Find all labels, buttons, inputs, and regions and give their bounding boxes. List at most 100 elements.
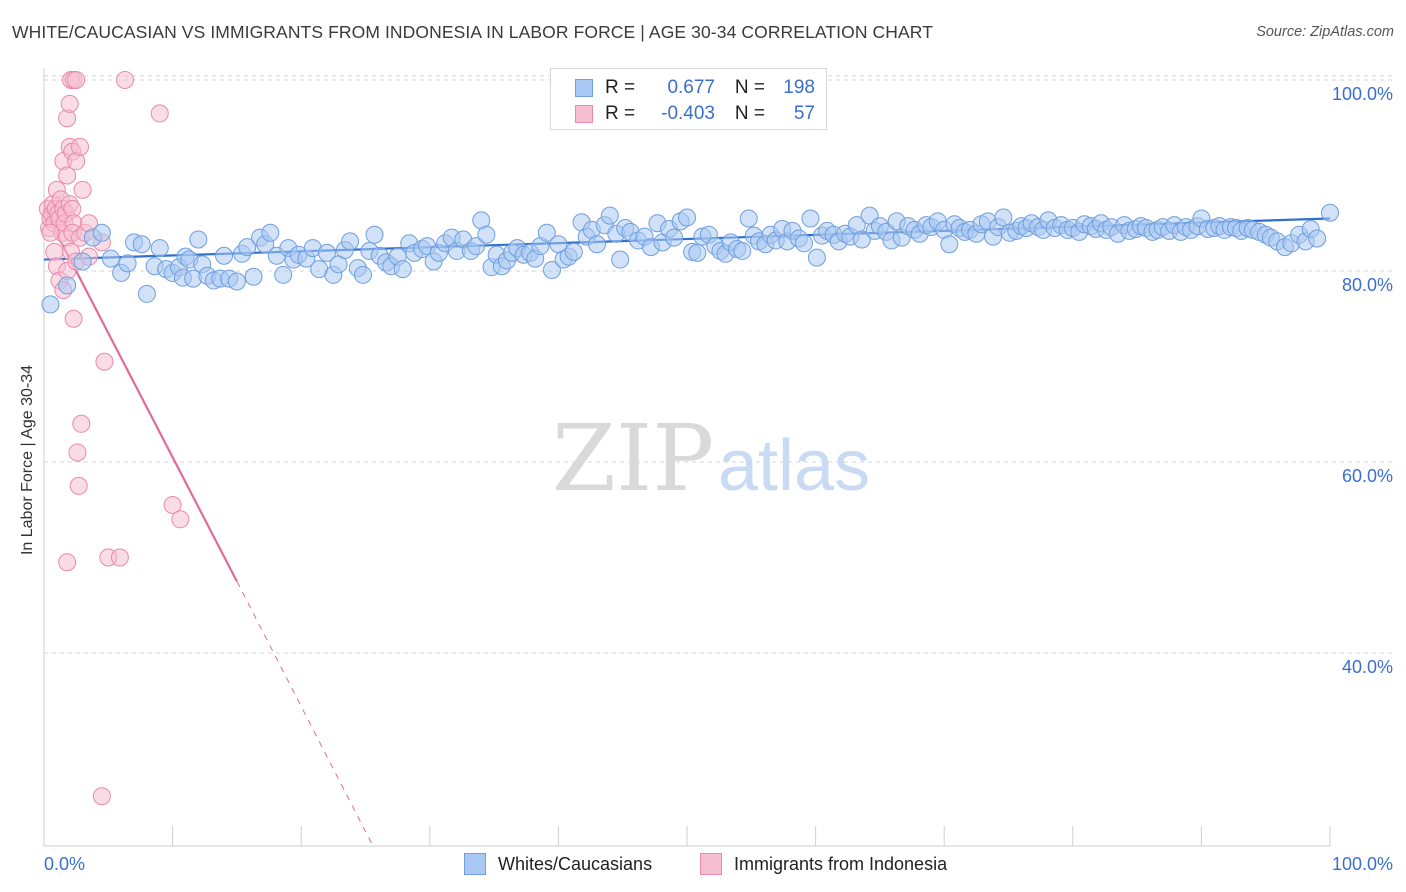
point-indonesia [116, 71, 135, 89]
legend-n-label: N = [734, 103, 765, 124]
y-tick-label: 60.0% [1342, 466, 1393, 486]
point-whites [353, 265, 372, 284]
point-whites [940, 235, 959, 254]
point-whites [665, 228, 684, 247]
point-whites [795, 234, 814, 253]
y-axis-title: In Labor Force | Age 30-34 [19, 364, 36, 556]
point-whites [365, 225, 384, 244]
point-whites [739, 209, 758, 228]
point-whites [227, 272, 246, 291]
point-whites [678, 208, 696, 227]
point-whites [564, 242, 583, 261]
point-whites [274, 265, 293, 284]
point-whites [92, 223, 111, 242]
watermark-zip: ZIP [552, 405, 714, 512]
y-tick-label: 80.0% [1342, 275, 1393, 295]
point-whites [537, 223, 556, 242]
point-whites [244, 267, 263, 286]
point-indonesia [72, 414, 91, 433]
point-whites [733, 241, 752, 260]
point-indonesia [58, 553, 77, 572]
point-whites [600, 206, 619, 225]
source-label: Source: ZipAtlas.com [1256, 24, 1394, 40]
point-whites [101, 249, 120, 268]
point-whites [994, 208, 1013, 227]
point-whites [688, 243, 707, 262]
bottom-legend-whites: Whites/Caucasians [464, 852, 652, 876]
bottom-legend-swatch-pink [700, 853, 722, 875]
point-whites [238, 238, 257, 257]
legend-n-label: N = [734, 77, 765, 98]
point-whites [58, 276, 77, 295]
series-immigrants-indonesia [38, 71, 190, 806]
point-indonesia [64, 309, 83, 328]
point-whites [118, 254, 137, 273]
correlation-legend: R = 0.677 N = 198 R = -0.403 N = 57 [550, 68, 827, 130]
point-whites [807, 248, 826, 267]
trend-layer [43, 208, 1331, 845]
point-whites [41, 295, 60, 314]
legend-r-value: 0.677 [667, 77, 715, 98]
chart-title: WHITE/CAUCASIAN VS IMMIGRANTS FROM INDON… [12, 22, 933, 42]
bottom-legend-indonesia: Immigrants from Indonesia [700, 852, 947, 876]
point-indonesia [71, 137, 90, 156]
tick-label-layer: 100.0% 80.0% 60.0% 40.0% 0.0% 100.0% [44, 84, 1393, 874]
point-indonesia [92, 787, 111, 806]
legend-swatch-pink [575, 105, 593, 123]
point-whites [73, 252, 92, 271]
watermark: ZIP atlas [552, 405, 870, 512]
x-tick-label-max: 100.0% [1332, 854, 1393, 874]
legend-r-label: R = [605, 103, 636, 124]
bottom-legend-swatch-blue [464, 853, 486, 875]
legend-r-label: R = [605, 77, 636, 98]
point-whites [1308, 229, 1327, 248]
point-indonesia [171, 510, 190, 529]
point-whites [587, 235, 606, 254]
bottom-legend-label-whites: Whites/Caucasians [498, 853, 653, 874]
trend-line-indonesia-extrapolated [236, 581, 373, 845]
point-whites [317, 243, 336, 262]
point-indonesia [150, 104, 169, 123]
point-whites [801, 209, 820, 228]
watermark-atlas: atlas [718, 426, 870, 506]
point-whites [1321, 203, 1339, 222]
point-whites [341, 232, 360, 251]
point-whites [393, 260, 412, 279]
point-whites [261, 223, 280, 242]
point-whites [477, 225, 496, 244]
point-indonesia [60, 94, 79, 113]
point-indonesia [163, 495, 182, 514]
legend-r-value: -0.403 [661, 103, 715, 124]
series-whites-caucasians [41, 203, 1339, 314]
legend-row-indonesia: R = -0.403 N = 57 [575, 103, 815, 125]
x-tick-label-min: 0.0% [44, 854, 85, 874]
point-indonesia [69, 476, 88, 495]
point-whites [132, 235, 151, 254]
legend-n-value: 57 [793, 103, 815, 124]
point-indonesia [95, 352, 114, 371]
point-whites [189, 230, 208, 249]
point-whites [137, 284, 156, 303]
point-whites [150, 239, 169, 258]
point-indonesia [110, 548, 129, 567]
legend-swatch-blue [575, 79, 593, 97]
grid-layer [44, 75, 1392, 654]
legend-row-whites: R = 0.677 N = 198 [575, 77, 815, 99]
point-indonesia [41, 223, 60, 242]
point-whites [215, 246, 234, 265]
point-indonesia [68, 443, 87, 462]
y-tick-label: 40.0% [1342, 657, 1393, 677]
axis-layer [43, 68, 1331, 847]
legend-n-value: 198 [783, 77, 815, 98]
point-whites [542, 261, 561, 280]
bottom-legend-label-indonesia: Immigrants from Indonesia [734, 853, 948, 874]
point-indonesia [73, 180, 92, 199]
point-whites [852, 230, 871, 249]
point-indonesia [67, 71, 86, 89]
point-whites [611, 250, 630, 269]
point-indonesia [58, 166, 77, 185]
trend-line-indonesia [43, 208, 238, 582]
point-whites [467, 237, 486, 256]
y-tick-label: 100.0% [1332, 84, 1393, 104]
